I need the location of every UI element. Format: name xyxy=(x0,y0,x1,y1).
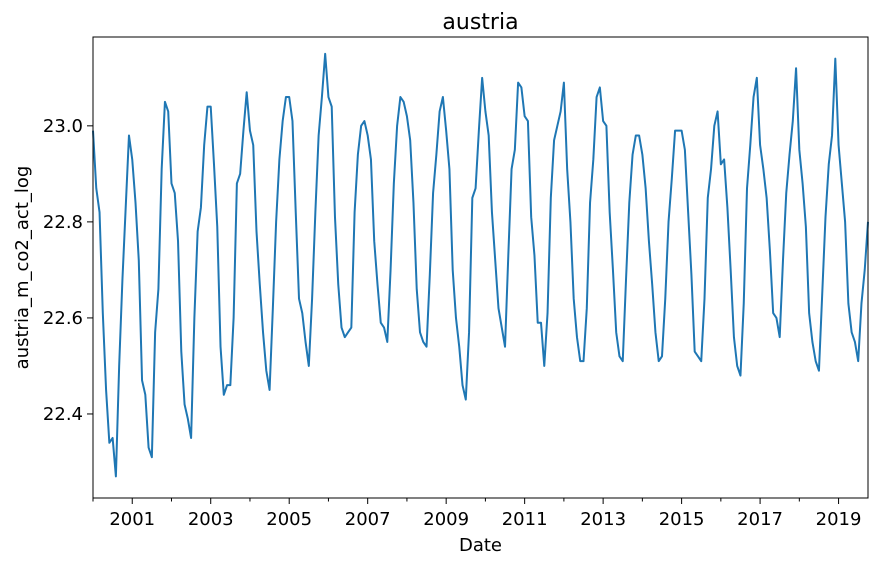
series-line xyxy=(92,52,869,478)
x-tick-label: 2017 xyxy=(737,509,783,530)
chart-title: austria xyxy=(442,10,518,35)
y-tick-label: 22.8 xyxy=(43,212,83,233)
y-tick-label: 23.0 xyxy=(43,116,83,137)
x-tick-label: 2013 xyxy=(580,509,626,530)
y-axis-label: austria_m_co2_act_log xyxy=(12,166,33,370)
x-tick-label: 2003 xyxy=(188,509,234,530)
x-axis-ticks: 2001 2003 2005 2007 2009 2011 2013 2015 2017 2019 xyxy=(92,498,862,530)
x-tick-label: 2001 xyxy=(109,509,155,530)
y-axis-ticks: 22.4 22.6 22.8 23.0 xyxy=(43,116,93,425)
y-tick-label: 22.6 xyxy=(43,308,83,329)
x-tick-label: 2009 xyxy=(423,509,469,530)
x-tick-label: 2019 xyxy=(816,509,862,530)
x-tick-label: 2015 xyxy=(659,509,705,530)
plot-area-frame xyxy=(92,36,869,499)
x-tick-label: 2005 xyxy=(266,509,312,530)
y-tick-label: 22.4 xyxy=(43,404,83,425)
x-tick-label: 2011 xyxy=(502,509,548,530)
x-axis-label: Date xyxy=(459,535,502,556)
x-tick-label: 2007 xyxy=(345,509,391,530)
